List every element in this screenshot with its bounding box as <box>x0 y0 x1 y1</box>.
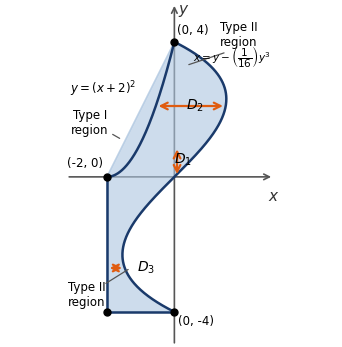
Text: Type II
region: Type II region <box>68 281 105 309</box>
Text: $y$: $y$ <box>178 3 189 19</box>
Text: (0, -4): (0, -4) <box>179 315 214 328</box>
Text: Type I
region: Type I region <box>71 109 109 137</box>
Text: Type II
region: Type II region <box>220 21 257 49</box>
Text: $x = y - \left(\dfrac{1}{16}\right)y^3$: $x = y - \left(\dfrac{1}{16}\right)y^3$ <box>193 44 271 70</box>
Text: (-2, 0): (-2, 0) <box>67 157 103 170</box>
Text: (0, 4): (0, 4) <box>177 24 209 37</box>
Text: $D_2$: $D_2$ <box>186 98 203 114</box>
Text: $y = (x + 2)^2$: $y = (x + 2)^2$ <box>70 79 136 99</box>
Text: $D_1$: $D_1$ <box>174 152 192 168</box>
Polygon shape <box>107 42 226 312</box>
Text: $D_3$: $D_3$ <box>137 260 155 276</box>
Text: $x$: $x$ <box>268 189 280 204</box>
